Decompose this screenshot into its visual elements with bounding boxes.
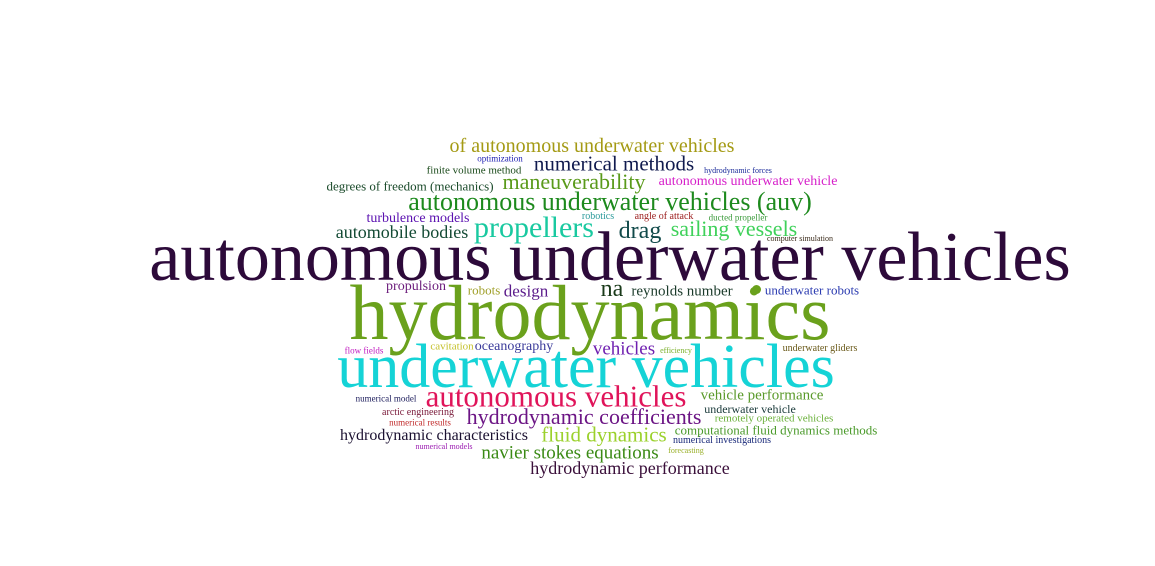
word: finite volume method xyxy=(426,164,522,177)
word: numerical model xyxy=(355,393,417,404)
word: autonomous underwater vehicle xyxy=(658,174,838,189)
word: computational fluid dynamics methods xyxy=(674,422,878,438)
word: underwater robots xyxy=(764,282,860,298)
word: remotely operated vehicles xyxy=(714,412,834,425)
word: sailing vessels xyxy=(670,216,798,241)
word: turbulence models xyxy=(366,211,470,226)
word: ducted propeller xyxy=(708,212,768,223)
word: numerical models xyxy=(415,442,473,451)
word: hydrodynamic coefficients xyxy=(466,404,702,429)
word: underwater vehicle xyxy=(704,402,796,416)
word: maneuverability xyxy=(502,169,646,194)
word: robotics xyxy=(581,211,615,222)
word: robots xyxy=(467,282,501,298)
word: cavitation xyxy=(430,340,474,353)
word: numerical results xyxy=(389,417,451,428)
dot-marker xyxy=(752,285,761,294)
word: drag xyxy=(618,218,662,244)
word: autonomous vehicles xyxy=(425,378,687,414)
word: hydrodynamic characteristics xyxy=(340,427,528,444)
word: propulsion xyxy=(386,279,446,294)
word: propellers xyxy=(474,211,594,244)
word: autonomous underwater vehicles (auv) xyxy=(408,187,812,216)
word: optimization xyxy=(477,153,523,164)
word: hydrodynamic performance xyxy=(530,458,730,478)
word: hydrodynamic forces xyxy=(704,166,772,175)
word: design xyxy=(503,281,549,301)
word: hydrodynamics xyxy=(349,269,831,356)
word: efficiency xyxy=(660,346,692,355)
word: reynolds number xyxy=(631,283,733,300)
word: vehicle performance xyxy=(700,387,824,404)
word: forecasting xyxy=(668,446,704,455)
word: numerical methods xyxy=(533,151,695,176)
word: computer simulation xyxy=(767,234,833,243)
word: angle of attack xyxy=(634,211,694,222)
word: arctic engineering xyxy=(382,407,454,418)
word: na xyxy=(600,276,624,302)
word: of autonomous underwater vehicles xyxy=(449,135,735,157)
word: underwater vehicles xyxy=(337,333,835,401)
word: autonomous underwater vehicles xyxy=(149,219,1071,296)
word: underwater gliders xyxy=(782,343,858,354)
word: numerical investigations xyxy=(672,435,772,446)
word: vehicles xyxy=(592,338,656,360)
word: degrees of freedom (mechanics) xyxy=(326,178,494,194)
word: automobile bodies xyxy=(335,222,469,242)
word: flow fields xyxy=(344,345,384,356)
word: fluid dynamics xyxy=(541,422,667,447)
word: navier stokes equations xyxy=(481,442,659,464)
word: oceanography xyxy=(474,339,554,354)
